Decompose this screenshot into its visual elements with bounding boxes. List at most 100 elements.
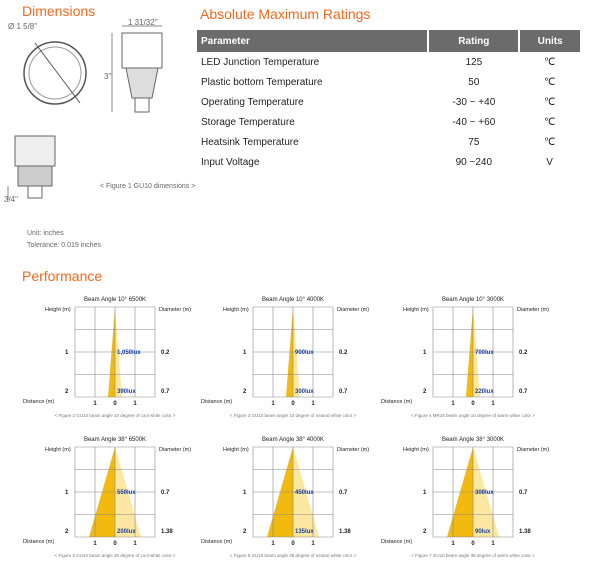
label: 0.7 [161, 389, 170, 395]
label: 0 [291, 541, 295, 547]
lux-label: 390lux [117, 389, 136, 395]
label: 1 [133, 541, 137, 547]
header-cell: Rating [427, 30, 520, 52]
label: Distance (m) [23, 399, 54, 405]
label: Distance (m) [201, 399, 232, 405]
lux-label: 550lux [117, 490, 136, 496]
label: 1 [65, 490, 69, 496]
label: 0.2 [519, 350, 528, 356]
label: 0 [291, 401, 295, 407]
label: 1 [93, 401, 97, 407]
lux-label: 450lux [295, 490, 314, 496]
table-cell: Plastic bottom Temperature [201, 76, 323, 88]
lux-label: 700lux [475, 350, 494, 356]
label: 1 [423, 490, 427, 496]
header-cell: Units [518, 30, 580, 52]
table-cell: 90 ~240 [455, 156, 493, 168]
table-cell: Operating Temperature [201, 96, 304, 108]
table-row: Input Voltage 90 ~240 V [197, 152, 580, 172]
label: 0.7 [339, 490, 348, 496]
ratings-table: Parameter Rating Units LED Junction Tempera… [197, 30, 580, 172]
label: Height (m) [223, 447, 249, 453]
label: Beam Angle 38° 3000K [442, 437, 504, 443]
label: < Figure 6 GU10 beam angle 38 degree of … [230, 553, 357, 558]
label: Height (m) [403, 307, 429, 313]
lux-label: 300lux [295, 389, 314, 395]
label: 2 [243, 389, 247, 395]
table-row: Heatsink Temperature 75 ℃ [197, 132, 580, 152]
label: 1 [311, 541, 315, 547]
label: 2 [65, 529, 69, 535]
table-cell: ℃ [544, 76, 556, 88]
label: Beam Angle 10° 6500K [84, 297, 146, 303]
label: Beam Angle 38° 6500K [84, 437, 146, 443]
label: Diameter (m) [517, 447, 549, 453]
section-title: Dimensions [22, 3, 96, 19]
label: 2 [243, 529, 247, 535]
label: Distance (m) [23, 539, 54, 545]
lux-label: 220lux [475, 389, 494, 395]
table-cell: V [546, 156, 553, 168]
label: 1 [243, 490, 247, 496]
table-cell: ℃ [544, 56, 556, 68]
table-cell: -40 ~ +60 [452, 116, 496, 128]
section-title: Absolute Maximum Ratings [200, 6, 371, 22]
label: 0 [471, 401, 475, 407]
table-cell: ℃ [544, 96, 556, 108]
label: Diameter (m) [159, 447, 191, 453]
label: Diameter (m) [337, 447, 369, 453]
lux-label: 300lux [475, 490, 494, 496]
label: 1 [133, 401, 137, 407]
label: 1 [271, 541, 275, 547]
label: 0.2 [339, 350, 348, 356]
label: 1 [243, 350, 247, 356]
label: Beam Angle 38° 4000K [262, 437, 324, 443]
lux-label: 900lux [295, 350, 314, 356]
unit: Unit: inches [27, 230, 64, 237]
table-cell: 75 [468, 136, 480, 148]
label: Distance (m) [201, 539, 232, 545]
label: 0.7 [519, 490, 528, 496]
label: Beam Angle 10° 3000K [442, 297, 504, 303]
table-row: LED Junction Temperature 125 ℃ [197, 52, 580, 72]
label: 1 [451, 401, 455, 407]
dimension-drawing [7, 25, 163, 200]
lux-label: 90lux [475, 529, 491, 535]
label: 0.7 [519, 389, 528, 395]
table-cell: 125 [465, 56, 483, 68]
tolerance: Tolerance: 0.019 inches [27, 242, 101, 249]
table-cell: 50 [468, 76, 480, 88]
label: 2 [423, 389, 427, 395]
label: 2 [423, 529, 427, 535]
header-row: Parameter Rating Units [197, 30, 580, 52]
label: Height (m) [223, 307, 249, 313]
table-cell: ℃ [544, 116, 556, 128]
label: Diameter (m) [337, 307, 369, 313]
label: 1 [271, 401, 275, 407]
label: 0 [471, 541, 475, 547]
label: 1.38 [161, 529, 173, 535]
table-cell: Heatsink Temperature [201, 136, 299, 148]
label: 0.7 [339, 389, 348, 395]
label: < Figure 2 GU10 beam angle 10 degree of … [55, 413, 176, 418]
lux-label: 200lux [117, 529, 136, 535]
lux-label: 135lux [295, 529, 314, 535]
label: 0 [113, 541, 117, 547]
label: Diameter (m) [517, 307, 549, 313]
lux-label: 1,050lux [117, 350, 141, 356]
label: 1 [451, 541, 455, 547]
label: Height (m) [403, 447, 429, 453]
table-cell: ℃ [544, 136, 556, 148]
label: 1.38 [339, 529, 351, 535]
label: Height (m) [45, 447, 71, 453]
label: 1 [311, 401, 315, 407]
table-row: Storage Temperature -40 ~ +60 ℃ [197, 112, 580, 132]
table-cell: Input Voltage [201, 156, 260, 168]
dimension-label: Ø 1 5/8" [8, 22, 38, 31]
label: 0 [113, 401, 117, 407]
label: 0.2 [161, 350, 170, 356]
table-cell: -30 ~ +40 [452, 96, 496, 108]
dimension-label: 1 31/32" [128, 18, 158, 27]
